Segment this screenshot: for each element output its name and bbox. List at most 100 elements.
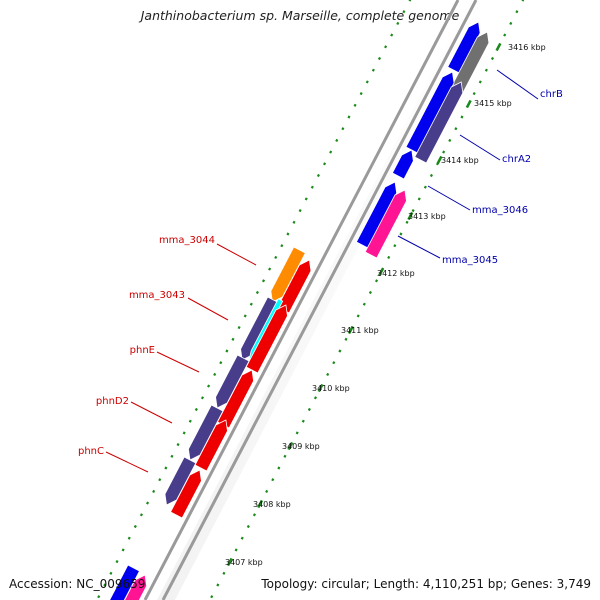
tick-mark bbox=[338, 349, 342, 353]
tick-mark bbox=[249, 302, 253, 306]
major-tick-mark bbox=[465, 99, 472, 109]
tick-mark bbox=[460, 115, 464, 119]
gene-label-chrb: chrB bbox=[540, 89, 563, 100]
tick-mark bbox=[347, 115, 351, 119]
tick-mark bbox=[329, 150, 333, 154]
tick-mark bbox=[307, 407, 311, 412]
major-tick-mark bbox=[226, 557, 233, 567]
gene-arrow-chrb bbox=[447, 21, 481, 74]
tick-mark bbox=[170, 454, 174, 458]
tick-mark bbox=[509, 21, 513, 25]
backbone-line-left bbox=[143, 0, 460, 600]
tick-mark bbox=[332, 361, 336, 365]
tick-mark bbox=[390, 33, 394, 37]
kbp-label: 3415 kbp bbox=[474, 99, 512, 108]
kbp-label: 3412 kbp bbox=[377, 269, 415, 278]
gene-labels: chrB chrA2 mma_3046 mma_3045 mma_3044 mma_304… bbox=[78, 89, 563, 457]
tick-mark bbox=[304, 197, 308, 201]
tick-mark bbox=[164, 466, 168, 470]
tick-mark bbox=[225, 349, 229, 353]
gene-arrow-chra2 bbox=[405, 71, 455, 154]
tick-mark bbox=[362, 302, 366, 306]
tick-mark bbox=[121, 548, 125, 552]
tick-mark bbox=[109, 571, 113, 575]
gene-label-mma-3045: mma_3045 bbox=[442, 255, 498, 266]
tick-mark bbox=[286, 232, 290, 236]
major-tick-mark bbox=[257, 499, 264, 509]
gene-label-mma-3043: mma_3043 bbox=[129, 290, 185, 301]
major-tick-mark bbox=[407, 211, 414, 221]
tick-track-inner bbox=[210, 0, 525, 599]
tick-mark bbox=[323, 162, 327, 166]
tick-mark bbox=[268, 267, 272, 271]
tick-mark bbox=[402, 10, 406, 14]
tick-mark bbox=[246, 524, 250, 529]
tick-mark bbox=[423, 185, 427, 189]
major-tick-mark bbox=[287, 441, 294, 451]
gene-label-mma-3044: mma_3044 bbox=[159, 235, 215, 246]
gene-arrow-reverse-8 bbox=[194, 419, 228, 472]
gene-arrow-mma-3044 bbox=[270, 246, 306, 303]
kbp-labels: 3407 kbp 3408 kbp 3409 kbp 3410 kbp 3411 kbp… bbox=[225, 43, 546, 567]
tick-mark bbox=[405, 220, 409, 224]
tick-mark bbox=[97, 595, 101, 599]
gene-arrow-phnc bbox=[164, 456, 197, 506]
gene-arrow-reverse-10 bbox=[170, 469, 202, 519]
backbone-line-right bbox=[161, 0, 478, 600]
tick-mark bbox=[200, 396, 205, 400]
feature-track bbox=[109, 21, 490, 600]
leader-line bbox=[216, 243, 257, 266]
kbp-label: 3409 kbp bbox=[282, 442, 320, 451]
tick-mark bbox=[283, 454, 287, 458]
tick-mark bbox=[255, 290, 259, 295]
tick-mark bbox=[478, 80, 482, 84]
tick-mark bbox=[207, 384, 211, 388]
kbp-label: 3408 kbp bbox=[253, 500, 291, 509]
tick-mark bbox=[326, 372, 330, 376]
tick-mark bbox=[271, 478, 275, 482]
tick-mark bbox=[274, 255, 278, 259]
gene-arrow-phnd2 bbox=[188, 404, 224, 461]
tick-mark bbox=[472, 92, 476, 96]
tick-mark bbox=[237, 326, 241, 330]
kbp-label: 3413 kbp bbox=[408, 212, 446, 221]
tick-mark bbox=[210, 595, 214, 599]
tick-mark bbox=[139, 513, 143, 517]
tick-mark bbox=[316, 173, 320, 178]
tick-mark bbox=[429, 173, 433, 178]
tick-mark bbox=[234, 548, 238, 552]
kbp-label: 3407 kbp bbox=[225, 558, 263, 567]
tick-mark bbox=[152, 489, 156, 493]
tick-mark bbox=[240, 536, 244, 540]
tick-mark bbox=[368, 290, 372, 295]
tick-mark bbox=[127, 536, 131, 540]
tick-mark bbox=[213, 372, 217, 376]
kbp-label: 3411 kbp bbox=[341, 326, 379, 335]
tick-mark bbox=[371, 68, 375, 72]
tick-mark bbox=[356, 314, 360, 318]
gene-label-phnc: phnC bbox=[78, 446, 104, 457]
kbp-label: 3414 kbp bbox=[441, 156, 479, 165]
tick-mark bbox=[387, 255, 391, 259]
label-leader-lines bbox=[105, 69, 539, 473]
major-tick-mark bbox=[436, 155, 443, 165]
major-tick-mark bbox=[495, 42, 502, 52]
tick-mark bbox=[216, 583, 220, 587]
major-tick-mark bbox=[347, 325, 354, 335]
major-tick-mark bbox=[378, 267, 385, 277]
gene-arrow-bottom-0 bbox=[109, 564, 140, 600]
tick-mark bbox=[341, 127, 345, 131]
tick-mark bbox=[484, 68, 488, 72]
tick-mark bbox=[417, 197, 421, 201]
tick-mark bbox=[277, 466, 281, 470]
tick-mark bbox=[231, 337, 235, 341]
tick-mark bbox=[115, 560, 119, 564]
tick-mark bbox=[252, 513, 256, 517]
leader-line bbox=[397, 235, 441, 259]
gene-arrow-mma-3045 bbox=[364, 189, 407, 259]
tick-mark bbox=[219, 361, 223, 365]
leader-line bbox=[427, 185, 471, 211]
gene-arrow-mma-3046 bbox=[355, 181, 398, 249]
tick-track-outer bbox=[97, 0, 412, 599]
